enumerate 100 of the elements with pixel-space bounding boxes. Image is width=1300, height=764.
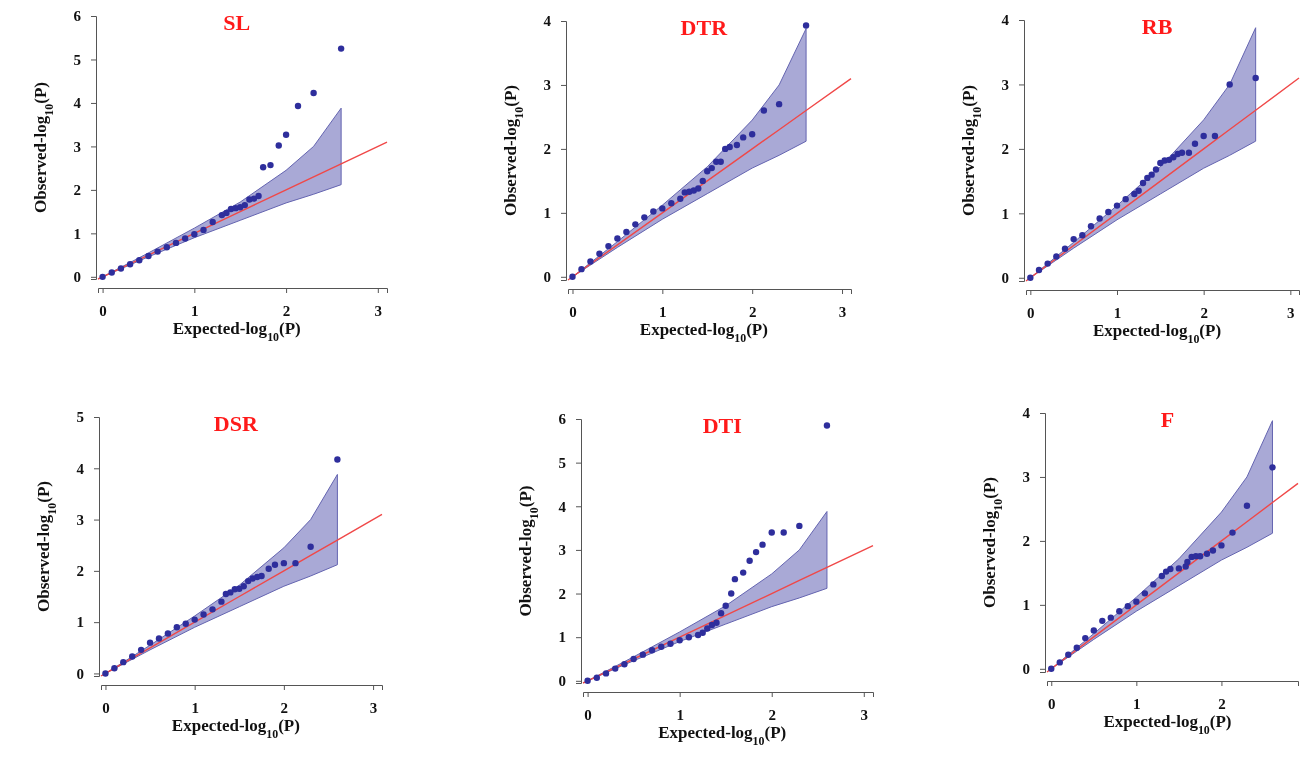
x-tick-label: 3 <box>1287 304 1295 321</box>
point <box>191 616 198 623</box>
point <box>1243 502 1251 509</box>
point <box>704 625 711 632</box>
y-tick-label: 0 <box>76 665 84 682</box>
point <box>728 590 735 597</box>
y-tick-label: 5 <box>76 409 84 426</box>
point <box>280 559 288 567</box>
point <box>596 250 603 257</box>
point <box>1229 529 1236 536</box>
y-tick-label: 3 <box>76 511 84 528</box>
point <box>164 630 172 637</box>
point <box>658 643 665 650</box>
point <box>708 164 715 172</box>
point <box>650 208 657 215</box>
x-tick-label: 0 <box>102 699 110 716</box>
point <box>717 609 725 617</box>
point <box>259 164 267 171</box>
y-tick-label: 2 <box>558 585 566 602</box>
x-tick-label: 2 <box>1218 695 1226 712</box>
point <box>1090 627 1097 634</box>
point <box>1200 132 1207 140</box>
point <box>1113 202 1121 209</box>
y-tick-label: 2 <box>76 563 84 580</box>
point <box>1133 598 1140 605</box>
point <box>802 22 810 29</box>
y-tick-label: 2 <box>1001 141 1009 158</box>
point <box>760 107 768 114</box>
point <box>726 143 733 151</box>
point <box>240 583 247 590</box>
line-series <box>1046 482 1299 673</box>
point <box>1027 274 1034 281</box>
x-tick-label: 2 <box>768 706 776 723</box>
line-series <box>1025 77 1300 282</box>
y-tick-label: 4 <box>1022 405 1031 422</box>
point <box>1141 590 1149 597</box>
point <box>258 572 265 580</box>
point <box>699 629 706 637</box>
x-tick-label: 1 <box>1133 695 1141 712</box>
point <box>1158 572 1166 580</box>
point <box>1131 190 1138 198</box>
y-tick-label: 0 <box>73 269 81 286</box>
point <box>1184 558 1191 566</box>
x-tick-label: 1 <box>191 302 199 319</box>
x-tick-label: 2 <box>282 302 291 319</box>
y-tick-label: 6 <box>73 8 82 25</box>
point <box>1070 235 1077 243</box>
point <box>99 273 106 281</box>
y-tick-label: 1 <box>543 205 551 222</box>
point <box>733 141 741 149</box>
point <box>307 543 314 550</box>
point <box>294 102 302 110</box>
point <box>612 665 619 672</box>
x-tick-label: 3 <box>374 302 383 319</box>
y-tick-label: 1 <box>1001 205 1009 222</box>
point <box>255 192 262 200</box>
y-tick-label: 3 <box>1022 469 1030 486</box>
y-tick-label: 0 <box>1022 661 1030 678</box>
point <box>632 221 639 228</box>
y-tick-label: 5 <box>73 51 81 68</box>
point <box>717 158 724 165</box>
x-tick-label: 1 <box>1113 304 1122 321</box>
point <box>200 226 207 234</box>
point <box>108 269 115 276</box>
point <box>200 611 207 618</box>
y-tick-label: 3 <box>1001 76 1009 93</box>
point <box>1218 542 1225 549</box>
line-series <box>97 141 388 280</box>
point <box>685 633 693 641</box>
point <box>630 655 637 663</box>
point <box>111 665 118 672</box>
point <box>1175 565 1183 572</box>
point <box>146 639 154 646</box>
point <box>823 422 831 429</box>
point <box>1079 232 1086 239</box>
point <box>1152 166 1160 173</box>
point <box>1105 208 1112 216</box>
point <box>241 201 248 209</box>
point <box>676 637 683 644</box>
point <box>759 541 766 548</box>
point <box>310 89 317 97</box>
y-tick-label: 1 <box>1022 597 1030 614</box>
point <box>796 522 803 530</box>
line-series <box>567 77 852 281</box>
y-tick-label: 0 <box>543 269 551 286</box>
x-axis-title: Expected-log$_{10}$(P) <box>171 716 300 741</box>
y-tick-label: 2 <box>1022 533 1030 550</box>
y-tick-label: 1 <box>76 614 84 631</box>
point <box>218 598 225 605</box>
y-tick-label: 4 <box>558 498 567 515</box>
x-tick-label: 1 <box>659 303 667 320</box>
y-tick-label: 0 <box>558 673 566 690</box>
y-tick-label: 4 <box>76 460 85 477</box>
point <box>1209 547 1217 554</box>
point <box>182 620 189 627</box>
point <box>1061 245 1069 252</box>
y-tick-label: 0 <box>1001 270 1009 287</box>
x-axis-title: Expected-log$_{10}$(P) <box>1103 712 1232 737</box>
x-tick-label: 0 <box>1048 695 1056 712</box>
point <box>1065 651 1072 658</box>
